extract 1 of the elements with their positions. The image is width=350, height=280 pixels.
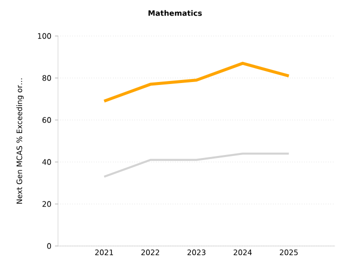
line-series xyxy=(102,62,290,103)
